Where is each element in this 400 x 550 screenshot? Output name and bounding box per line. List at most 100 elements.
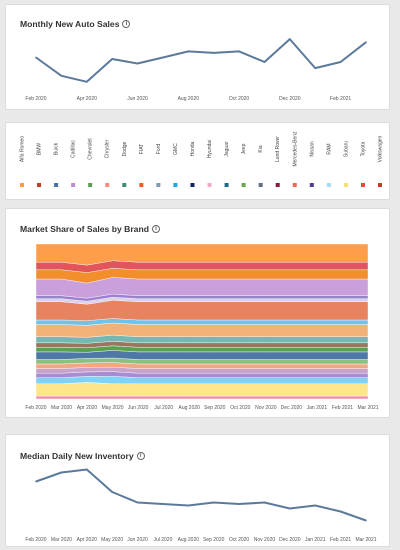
legend-label: FIAT (139, 144, 145, 154)
x-tick-label: Dec 2020 (279, 96, 301, 102)
area-series[interactable] (35, 395, 369, 400)
data-point[interactable] (60, 471, 63, 474)
data-point[interactable] (35, 56, 37, 59)
x-tick-label: Jan 2021 (307, 405, 328, 411)
x-tick-label: Aug 2020 (178, 96, 200, 102)
x-tick-label: Oct 2020 (229, 537, 250, 543)
data-point[interactable] (314, 504, 317, 507)
legend-swatch[interactable] (190, 183, 195, 187)
data-point[interactable] (263, 501, 266, 504)
legend-swatch[interactable] (20, 183, 24, 187)
legend-label: Chevrolet (88, 138, 94, 160)
data-point[interactable] (111, 58, 113, 60)
x-tick-label: Jul 2020 (154, 405, 173, 411)
legend-label: Cadillac (71, 140, 77, 158)
market-share-title: Market Share of Sales by Brand (20, 224, 149, 234)
legend-swatch[interactable] (122, 183, 127, 187)
legend-swatch[interactable] (326, 183, 331, 187)
legend-swatch[interactable] (71, 183, 76, 187)
legend-label: Kia (258, 145, 264, 152)
legend-swatch[interactable] (258, 183, 263, 187)
legend-label: Honda (190, 141, 196, 156)
legend-swatch[interactable] (360, 183, 365, 187)
legend-label: BMW (37, 143, 43, 156)
market-share-chart: Feb 2020 Mar 2020 Apr 2020 May 2020 Jun 2020… (25, 243, 379, 411)
data-point[interactable] (314, 67, 317, 69)
data-point[interactable] (162, 503, 164, 505)
x-tick-label: Dec 2020 (281, 405, 303, 411)
data-point[interactable] (136, 501, 139, 504)
legend-swatch[interactable] (224, 183, 229, 187)
legend-swatch[interactable] (105, 183, 110, 187)
data-point[interactable] (339, 61, 342, 63)
x-tick-label: Apr 2020 (77, 537, 98, 543)
legend-label: Volkswagen (378, 135, 384, 162)
data-point[interactable] (263, 61, 266, 63)
data-point[interactable] (187, 50, 190, 53)
legend-swatch[interactable] (207, 183, 212, 187)
data-point[interactable] (212, 52, 215, 54)
data-point[interactable] (162, 56, 164, 59)
data-point[interactable] (60, 74, 63, 77)
x-tick-label: Sep 2020 (204, 405, 226, 411)
legend-swatch[interactable] (343, 183, 348, 187)
legend-swatch[interactable] (378, 183, 382, 187)
x-tick-label: May 2020 (101, 537, 123, 543)
data-point[interactable] (365, 519, 367, 522)
data-point[interactable] (85, 81, 88, 83)
data-point[interactable] (238, 503, 240, 505)
legend-label: Mercedes-Benz (292, 131, 298, 167)
brand-legend-card: Alfa Romeo BMW Buick Cadillac Chevrolet Chrys… (5, 122, 390, 200)
legend-swatch[interactable] (37, 183, 42, 187)
data-point[interactable] (365, 41, 367, 43)
data-point[interactable] (212, 501, 215, 504)
legend-label: Ford (156, 144, 162, 155)
legend-swatch[interactable] (88, 183, 93, 187)
data-point[interactable] (136, 62, 139, 65)
x-tick-label: Feb 2021 (332, 405, 353, 411)
x-tick-label: Feb 2020 (25, 96, 46, 102)
monthly-sales-title-row: Monthly New Auto Sales i (20, 19, 131, 29)
info-icon[interactable]: i (122, 20, 131, 28)
data-point[interactable] (238, 50, 240, 53)
x-tick-label: Feb 2021 (330, 96, 351, 102)
data-point[interactable] (111, 491, 113, 493)
x-tick-label: Jan 2021 (305, 537, 326, 543)
x-tick-label: Nov 2020 (255, 405, 277, 411)
x-tick-label: Apr 2020 (77, 96, 98, 102)
data-point[interactable] (289, 38, 291, 40)
x-tick-label: Apr 2020 (77, 405, 98, 411)
inventory-chart: Feb 2020 Mar 2020 Apr 2020 May 2020 Jun 2020… (25, 468, 377, 543)
info-icon[interactable]: i (136, 452, 145, 460)
legend-swatch[interactable] (292, 183, 297, 187)
market-share-card: Market Share of Sales by Brand i Feb 202… (5, 208, 390, 418)
legend-label: Hyundai (207, 140, 213, 158)
legend-swatch[interactable] (54, 183, 59, 187)
inventory-card: Median Daily New Inventory i Feb 2020 Mar… (5, 434, 390, 547)
area-series[interactable] (35, 243, 369, 266)
legend-swatch[interactable] (309, 183, 314, 187)
data-point[interactable] (35, 480, 37, 483)
data-point[interactable] (187, 504, 190, 507)
data-point[interactable] (339, 510, 342, 513)
x-tick-label: Nov 2020 (254, 537, 276, 543)
area-series[interactable] (35, 382, 369, 397)
legend-swatch[interactable] (156, 183, 161, 187)
x-tick-label: Feb 2021 (330, 537, 351, 543)
legend-label: Jeep (241, 143, 247, 154)
legend-swatch[interactable] (139, 183, 144, 187)
data-point[interactable] (85, 468, 88, 471)
legend-swatch[interactable] (275, 183, 280, 187)
x-tick-label: Oct 2020 (230, 405, 251, 411)
legend-label: Chrysler (105, 139, 111, 158)
monthly-sales-chart: Feb 2020 Apr 2020 Jun 2020 Aug 2020 Oct 2020… (25, 38, 367, 102)
x-tick-label: Jun 2020 (127, 96, 148, 102)
data-point[interactable] (289, 507, 291, 510)
legend-swatch[interactable] (241, 183, 246, 187)
legend-label: GMC (173, 143, 179, 155)
inventory-title-row: Median Daily New Inventory i (20, 451, 145, 461)
legend-label: Subaru (343, 141, 349, 157)
x-tick-label: Mar 2020 (51, 537, 72, 543)
info-icon[interactable]: i (151, 225, 160, 233)
legend-swatch[interactable] (173, 183, 178, 187)
